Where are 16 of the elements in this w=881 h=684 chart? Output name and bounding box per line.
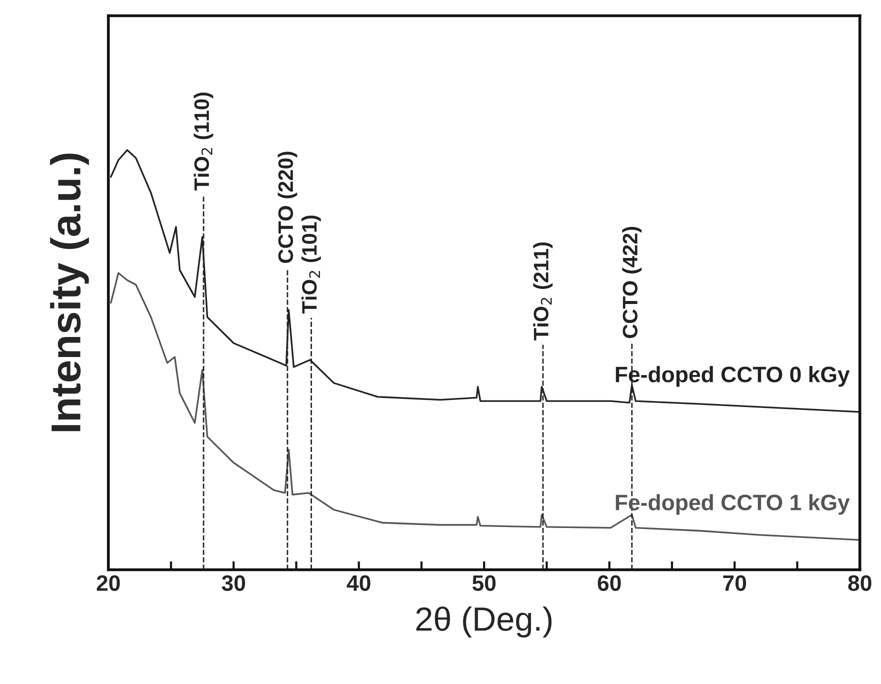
y-axis-title: Intensity (a.u.): [50, 154, 89, 432]
x-tick-label: 50: [472, 575, 496, 591]
x-tick-label: 20: [96, 575, 120, 591]
ref-line-label: CCTO (422): [622, 226, 642, 338]
x-tick-label: 80: [848, 575, 872, 591]
ref-line-label: TiO$_{2}$ (110): [194, 92, 214, 191]
x-tick-label: 60: [598, 575, 621, 591]
x-axis-title: 2θ (Deg.): [416, 606, 552, 638]
ref-line-label: TiO$_{2}$ (101): [301, 216, 321, 314]
x-tick-label: 30: [222, 575, 246, 591]
ref-line-label: CCTO (220): [278, 152, 298, 263]
series-label: Fe-doped CCTO 0 kGy: [616, 366, 850, 387]
x-tick-label: 40: [346, 575, 370, 591]
x-tick-label: 70: [723, 575, 746, 591]
series-label: Fe-doped CCTO 1 kGy: [616, 494, 850, 515]
ref-line-label: TiO$_{2}$ (211): [533, 242, 553, 340]
